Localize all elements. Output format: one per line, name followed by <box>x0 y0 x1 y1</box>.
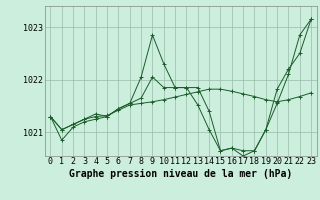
X-axis label: Graphe pression niveau de la mer (hPa): Graphe pression niveau de la mer (hPa) <box>69 169 292 179</box>
